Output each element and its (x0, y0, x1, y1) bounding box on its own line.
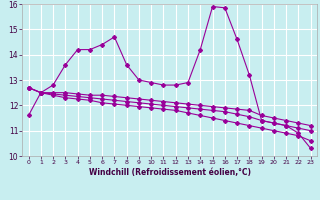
X-axis label: Windchill (Refroidissement éolien,°C): Windchill (Refroidissement éolien,°C) (89, 168, 251, 177)
